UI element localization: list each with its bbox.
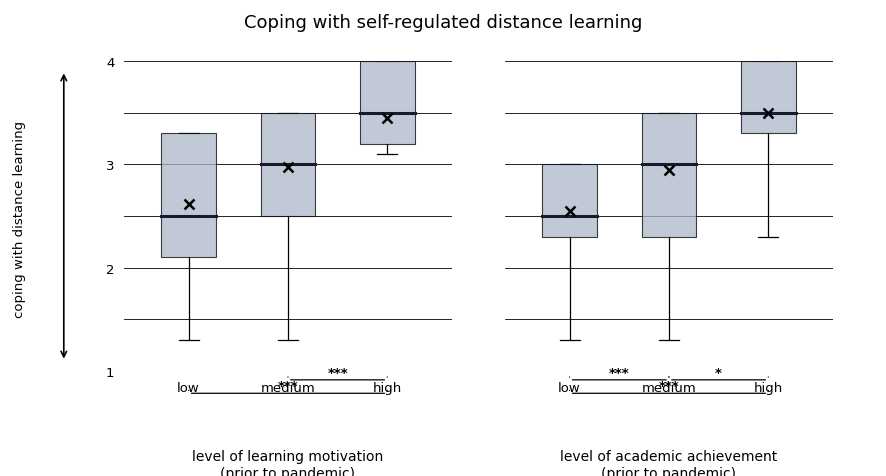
Text: ***: *** — [327, 366, 348, 379]
Text: Coping with self-regulated distance learning: Coping with self-regulated distance lear… — [244, 14, 642, 32]
FancyBboxPatch shape — [542, 165, 597, 237]
FancyBboxPatch shape — [641, 113, 696, 237]
Text: ***: *** — [609, 366, 630, 379]
Text: coping with distance learning: coping with distance learning — [13, 120, 26, 317]
FancyBboxPatch shape — [360, 62, 415, 144]
Text: ***: *** — [658, 380, 680, 393]
X-axis label: level of academic achievement
(prior to pandemic): level of academic achievement (prior to … — [560, 449, 778, 476]
FancyBboxPatch shape — [741, 62, 796, 134]
FancyBboxPatch shape — [161, 134, 216, 258]
X-axis label: level of learning motivation
(prior to pandemic): level of learning motivation (prior to p… — [192, 449, 384, 476]
Text: ***: *** — [277, 380, 299, 393]
FancyBboxPatch shape — [260, 113, 315, 217]
Text: *: * — [715, 366, 722, 379]
